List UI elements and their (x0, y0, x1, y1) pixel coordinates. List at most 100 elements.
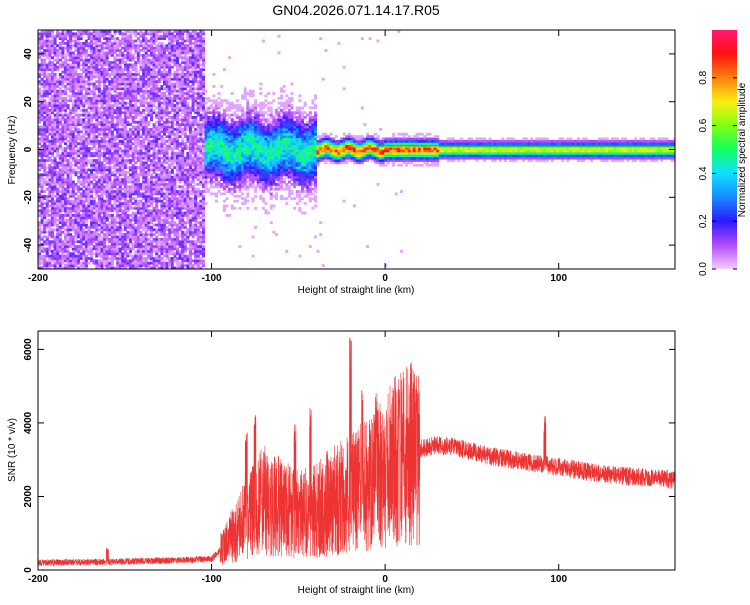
heatmap-cell (71, 144, 75, 148)
heatmap-cell (40, 77, 44, 81)
heatmap-cell (163, 116, 166, 119)
heatmap-cell (157, 209, 161, 213)
heatmap-cell (66, 46, 70, 50)
heatmap-cell (176, 192, 179, 196)
heatmap-cell (48, 209, 52, 213)
heatmap-cell (150, 85, 153, 88)
heatmap-cell (160, 211, 164, 215)
heatmap-cell (123, 53, 127, 57)
heatmap-cell (110, 85, 114, 88)
heatmap-cell (58, 175, 62, 179)
heatmap-cell (121, 42, 125, 45)
heatmap-cell (69, 221, 73, 224)
heatmap-cell (142, 221, 146, 224)
heatmap-cell (53, 240, 57, 244)
heatmap-cell (129, 139, 133, 143)
heatmap-cell (147, 163, 151, 167)
heatmap-cell (134, 104, 138, 107)
heatmap-cell (150, 261, 153, 265)
heatmap-cell (181, 30, 185, 33)
heatmap-cell (176, 53, 179, 57)
heatmap-cell (69, 53, 73, 57)
heatmap-cell (53, 175, 57, 179)
heatmap-cell (147, 156, 151, 160)
heatmap-cell (97, 259, 101, 263)
heatmap-cell (168, 101, 172, 105)
heatmap-cell (40, 266, 44, 269)
heatmap-cell (152, 197, 156, 201)
heatmap-cell (142, 32, 146, 36)
heatmap-cell (129, 108, 133, 112)
heatmap-cell (56, 34, 60, 38)
heatmap-cell (183, 166, 187, 169)
heatmap-cell (163, 235, 166, 239)
heatmap-cell (118, 230, 122, 234)
heatmap-cell (189, 218, 192, 222)
heatmap-cell (51, 34, 54, 38)
heatmap-cell (170, 39, 174, 43)
heatmap-cell (61, 132, 65, 136)
heatmap-cell (131, 175, 135, 179)
heatmap-cell (178, 149, 182, 153)
heatmap-cell (181, 151, 185, 155)
heatmap-cell (87, 180, 91, 184)
heatmap-cell (64, 135, 67, 138)
heatmap-cell (121, 73, 125, 76)
heatmap-cell (165, 149, 169, 153)
heatmap-cell (64, 80, 67, 83)
heatmap-cell (173, 159, 177, 162)
heatmap-cell (45, 249, 49, 253)
heatmap-cell (134, 254, 138, 258)
heatmap-cell (110, 245, 114, 248)
heatmap-cell (66, 113, 70, 117)
heatmap-cell (108, 161, 112, 165)
heatmap-cell (129, 75, 133, 79)
heatmap-cell (131, 68, 135, 71)
heatmap-cell (51, 216, 54, 220)
heatmap-cell (51, 125, 54, 129)
heatmap-cell (82, 137, 86, 141)
heatmap-cell (79, 151, 83, 155)
heatmap-cell (178, 92, 182, 95)
heatmap-cell (74, 209, 78, 213)
heatmap-cell (139, 163, 143, 167)
heatmap-cell (118, 113, 122, 117)
heatmap-cell (53, 51, 57, 55)
heatmap-cell (139, 125, 143, 129)
heatmap-cell (142, 85, 146, 88)
heatmap-cell (142, 264, 146, 267)
heatmap-cell (79, 233, 83, 236)
heatmap-cell (77, 75, 81, 79)
heatmap-cell (170, 211, 174, 215)
heatmap-cell (56, 173, 60, 177)
heatmap-cell (186, 68, 190, 71)
heatmap-cell (56, 154, 60, 158)
heatmap-cell (147, 30, 151, 33)
heatmap-cell (152, 42, 156, 45)
heatmap-cell (189, 108, 192, 112)
heatmap-cell (77, 73, 81, 76)
heatmap-cell (176, 65, 179, 69)
heatmap-cell (66, 53, 70, 57)
heatmap-cell (152, 34, 156, 38)
heatmap-cell (79, 94, 83, 98)
heatmap-cell (95, 204, 99, 208)
heatmap-cell (113, 101, 117, 105)
heatmap-cell (189, 70, 192, 74)
heatmap-cell (150, 199, 153, 203)
heatmap-cell (144, 96, 148, 100)
heatmap-cell (183, 159, 187, 162)
heatmap-cell (43, 223, 47, 227)
heatmap-cell (105, 70, 109, 74)
heatmap-cell (163, 197, 166, 201)
heatmap-cell (150, 75, 153, 79)
heatmap-cell (61, 104, 65, 107)
heatmap-cell (95, 211, 99, 215)
heatmap-cell (61, 216, 65, 220)
heatmap-cell (150, 175, 153, 179)
heatmap-cell (95, 252, 99, 256)
heatmap-cell (53, 209, 57, 213)
heatmap-cell (181, 128, 185, 131)
heatmap-cell (95, 218, 99, 222)
heatmap-cell (95, 228, 99, 232)
